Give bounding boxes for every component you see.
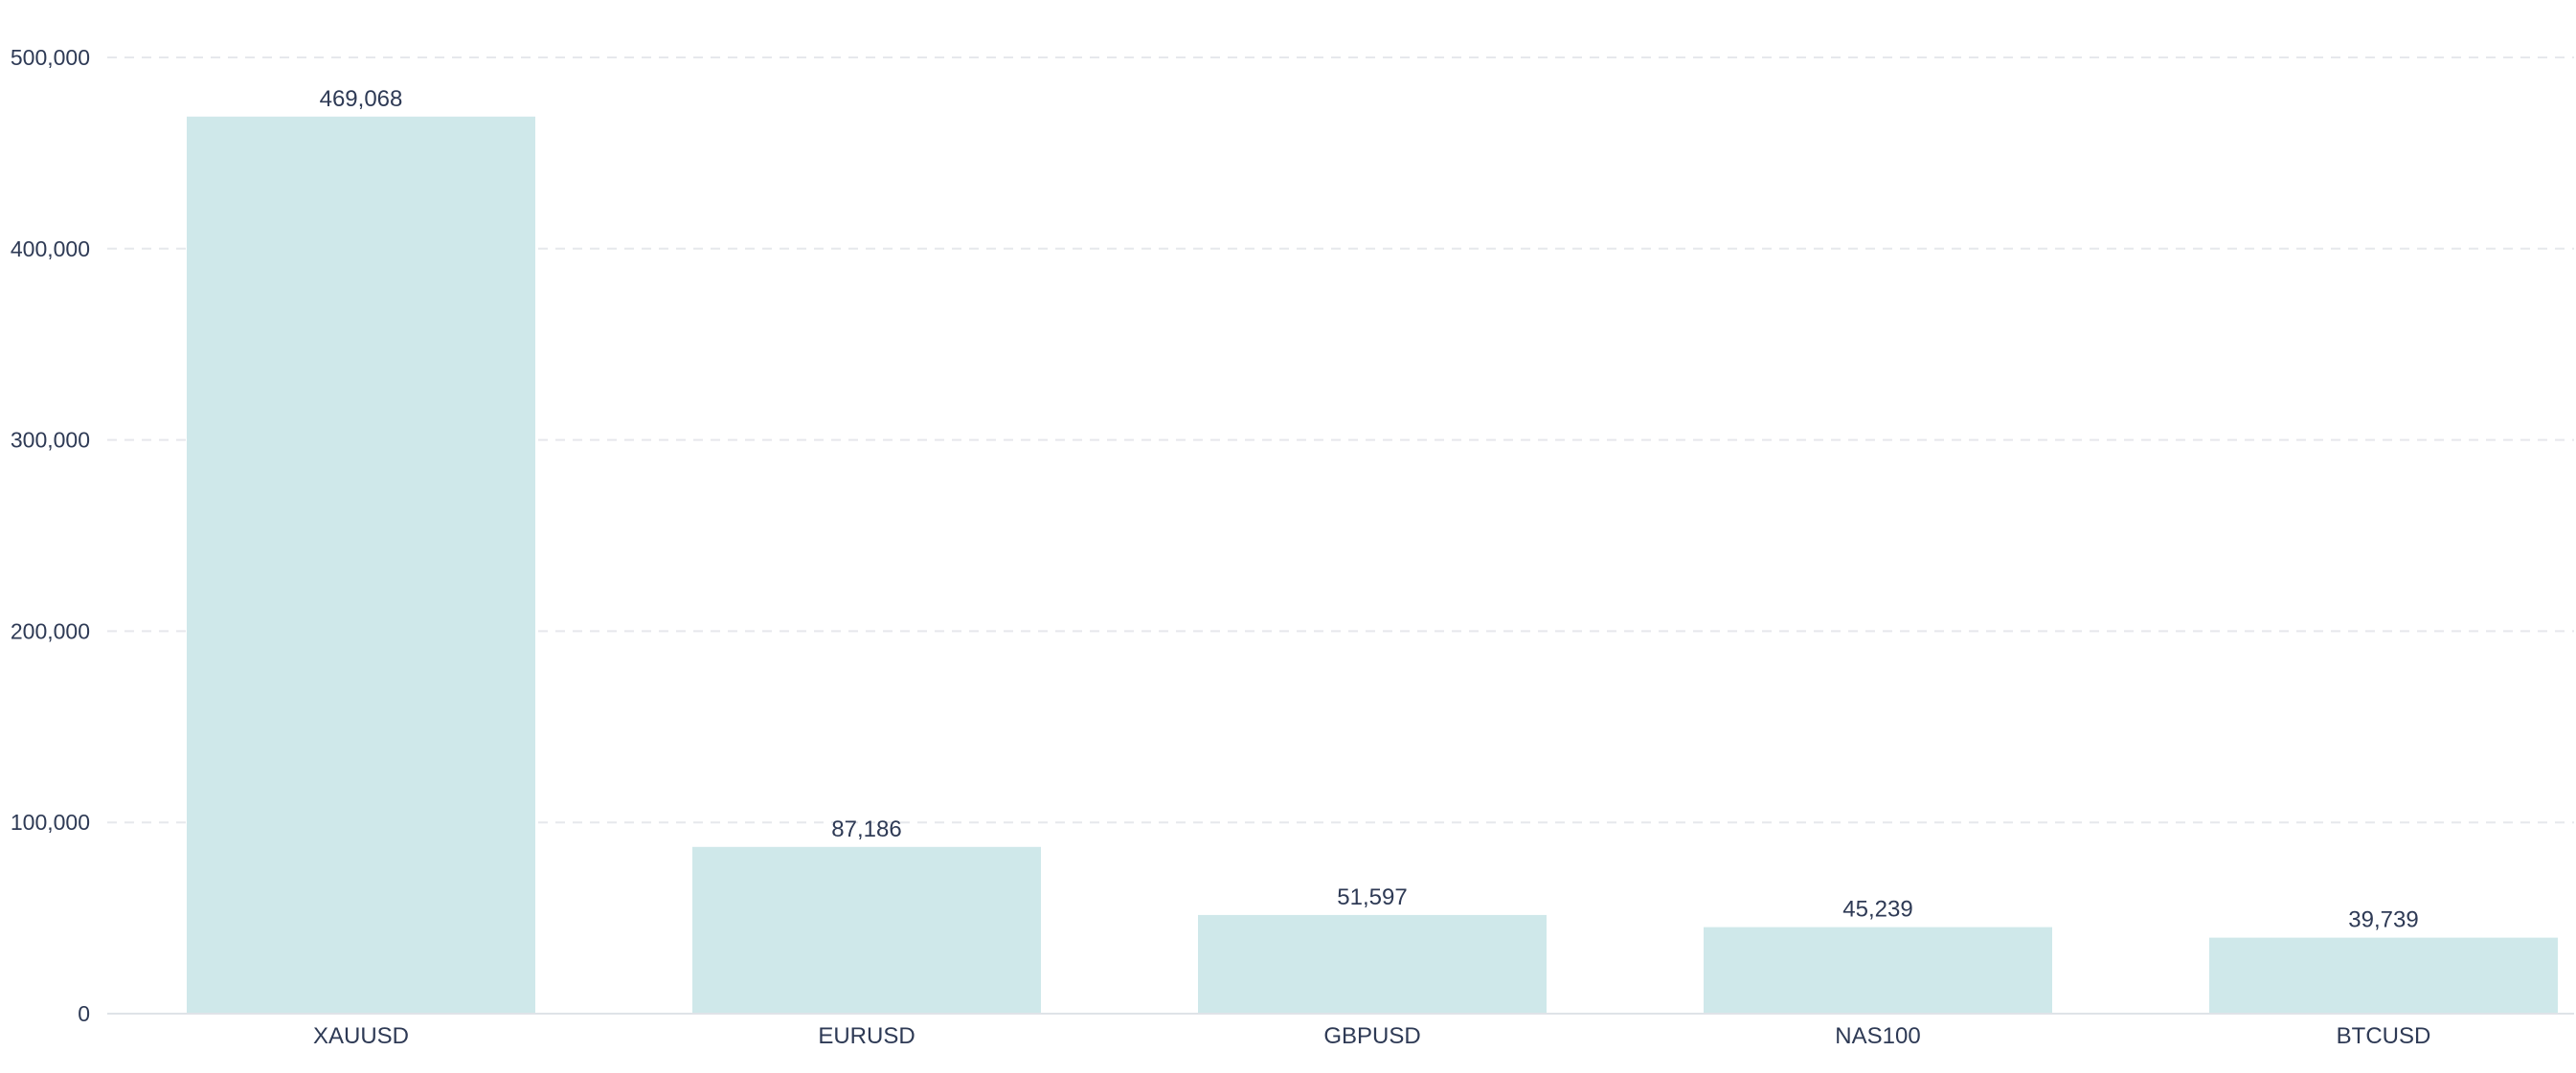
data-label: 39,739	[2348, 907, 2418, 933]
data-labels: 469,068 87,186 51,597 45,239 39,739	[320, 86, 2419, 933]
bar[interactable]	[1198, 914, 1547, 1014]
bar[interactable]	[692, 846, 1041, 1014]
x-tick-label: GBPUSD	[1323, 1023, 1420, 1049]
data-label: 87,186	[831, 816, 901, 842]
data-label: 469,068	[320, 86, 403, 112]
data-label: 45,239	[1842, 897, 1912, 923]
y-axis-ticks: 0 100,000 200,000 300,000 400,000 500,000	[11, 45, 90, 1026]
bar[interactable]	[187, 116, 535, 1015]
gridlines	[107, 56, 2574, 824]
y-tick-label: 200,000	[11, 618, 90, 643]
bar[interactable]	[2209, 937, 2558, 1014]
data-label: 51,597	[1337, 884, 1407, 910]
x-tick-label: BTCUSD	[2337, 1023, 2431, 1049]
x-tick-label: XAUUSD	[313, 1023, 409, 1049]
y-tick-label: 400,000	[11, 236, 90, 261]
bar[interactable]	[1704, 927, 2052, 1014]
y-tick-label: 0	[78, 1001, 90, 1026]
x-axis-ticks: XAUUSD EURUSD GBPUSD NAS100 BTCUSD	[313, 1023, 2430, 1049]
x-tick-label: NAS100	[1835, 1023, 1920, 1049]
y-tick-label: 300,000	[11, 428, 90, 453]
x-tick-label: EURUSD	[818, 1023, 915, 1049]
y-tick-label: 500,000	[11, 45, 90, 70]
bars	[187, 116, 2558, 1015]
y-tick-label: 100,000	[11, 810, 90, 835]
